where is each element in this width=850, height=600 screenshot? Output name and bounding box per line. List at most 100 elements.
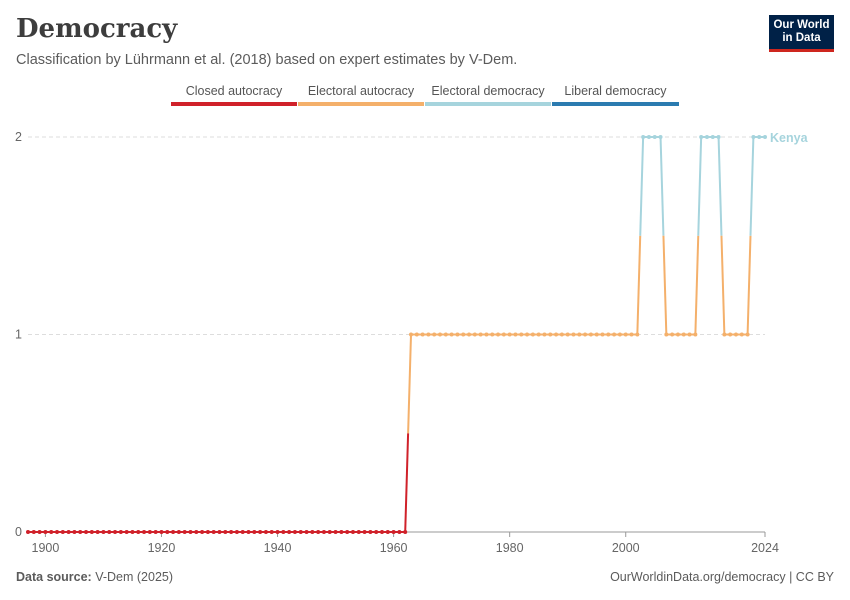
series-point[interactable]	[443, 332, 448, 337]
series-point[interactable]	[438, 332, 443, 337]
series-point[interactable]	[583, 332, 588, 337]
series-point[interactable]	[211, 530, 216, 534]
series-point[interactable]	[426, 332, 431, 337]
series-point[interactable]	[345, 530, 350, 534]
series-point[interactable]	[554, 332, 559, 337]
series-point[interactable]	[84, 530, 89, 534]
series-point[interactable]	[136, 530, 141, 534]
series-point[interactable]	[658, 135, 663, 139]
series-point[interactable]	[496, 332, 501, 337]
series-point[interactable]	[641, 135, 646, 139]
series-point[interactable]	[704, 135, 709, 139]
series-point[interactable]	[275, 530, 280, 534]
series-point[interactable]	[379, 530, 384, 534]
series-point[interactable]	[559, 332, 564, 337]
series-point[interactable]	[258, 530, 263, 534]
series-point[interactable]	[693, 332, 698, 337]
series-point[interactable]	[716, 135, 721, 139]
series-point[interactable]	[757, 135, 762, 139]
series-point[interactable]	[664, 332, 669, 337]
series-point[interactable]	[327, 530, 332, 534]
series-point[interactable]	[124, 530, 129, 534]
series-point[interactable]	[449, 332, 454, 337]
series-point[interactable]	[571, 332, 576, 337]
series-point[interactable]	[472, 332, 477, 337]
series-point[interactable]	[229, 530, 234, 534]
series-point[interactable]	[374, 530, 379, 534]
series-point[interactable]	[263, 530, 268, 534]
series-point[interactable]	[728, 332, 733, 337]
series-point[interactable]	[432, 332, 437, 337]
series-point[interactable]	[292, 530, 297, 534]
series-point[interactable]	[403, 530, 408, 534]
series-point[interactable]	[675, 332, 680, 337]
series-point[interactable]	[513, 332, 518, 337]
series-point[interactable]	[153, 530, 158, 534]
series-point[interactable]	[147, 530, 152, 534]
series-point[interactable]	[26, 530, 30, 534]
legend-item-electoral-democracy[interactable]: Electoral democracy	[425, 84, 551, 106]
series-point[interactable]	[356, 530, 361, 534]
series-point[interactable]	[525, 332, 530, 337]
footer-url[interactable]: OurWorldinData.org/democracy | CC BY	[610, 570, 834, 584]
series-point[interactable]	[78, 530, 83, 534]
series-point[interactable]	[467, 332, 472, 337]
series-point[interactable]	[739, 332, 744, 337]
series-point[interactable]	[652, 135, 657, 139]
series-point[interactable]	[194, 530, 199, 534]
series-point[interactable]	[565, 332, 570, 337]
series-point[interactable]	[37, 530, 42, 534]
series-point[interactable]	[600, 332, 605, 337]
series-point[interactable]	[710, 135, 715, 139]
series-point[interactable]	[304, 530, 309, 534]
series-point[interactable]	[95, 530, 100, 534]
series-point[interactable]	[699, 135, 704, 139]
series-point[interactable]	[530, 332, 535, 337]
series-point[interactable]	[188, 530, 193, 534]
series-point[interactable]	[240, 530, 245, 534]
series-point[interactable]	[507, 332, 512, 337]
legend-item-liberal-democracy[interactable]: Liberal democracy	[552, 84, 679, 106]
series-point[interactable]	[362, 530, 367, 534]
series-point[interactable]	[409, 332, 414, 337]
series-point[interactable]	[646, 135, 651, 139]
series-point[interactable]	[142, 530, 147, 534]
series-point[interactable]	[629, 332, 634, 337]
series-point[interactable]	[350, 530, 355, 534]
series-point[interactable]	[751, 135, 756, 139]
series-point[interactable]	[612, 332, 617, 337]
series-point[interactable]	[205, 530, 210, 534]
series-point[interactable]	[519, 332, 524, 337]
series-point[interactable]	[49, 530, 54, 534]
series-point[interactable]	[548, 332, 553, 337]
series-point[interactable]	[66, 530, 71, 534]
series-point[interactable]	[635, 332, 640, 337]
series-point[interactable]	[368, 530, 373, 534]
series-point[interactable]	[490, 332, 495, 337]
series-point[interactable]	[89, 530, 94, 534]
series-point[interactable]	[687, 332, 692, 337]
series-point[interactable]	[617, 332, 622, 337]
series-point[interactable]	[420, 332, 425, 337]
series-point[interactable]	[269, 530, 274, 534]
owid-logo[interactable]: Our World in Data	[769, 15, 834, 52]
series-point[interactable]	[101, 530, 106, 534]
series-point[interactable]	[298, 530, 303, 534]
series-point[interactable]	[107, 530, 112, 534]
series-point[interactable]	[43, 530, 48, 534]
series-point[interactable]	[321, 530, 326, 534]
series-point[interactable]	[281, 530, 286, 534]
series-point[interactable]	[287, 530, 292, 534]
series-point[interactable]	[246, 530, 251, 534]
series-point[interactable]	[176, 530, 181, 534]
series-point[interactable]	[165, 530, 170, 534]
series-point[interactable]	[333, 530, 338, 534]
source-value[interactable]: V-Dem (2025)	[95, 570, 174, 584]
series-point[interactable]	[200, 530, 205, 534]
series-point[interactable]	[722, 332, 727, 337]
series-point[interactable]	[55, 530, 60, 534]
series-point[interactable]	[577, 332, 582, 337]
series-point[interactable]	[385, 530, 390, 534]
series-point[interactable]	[745, 332, 750, 337]
series-point[interactable]	[31, 530, 36, 534]
